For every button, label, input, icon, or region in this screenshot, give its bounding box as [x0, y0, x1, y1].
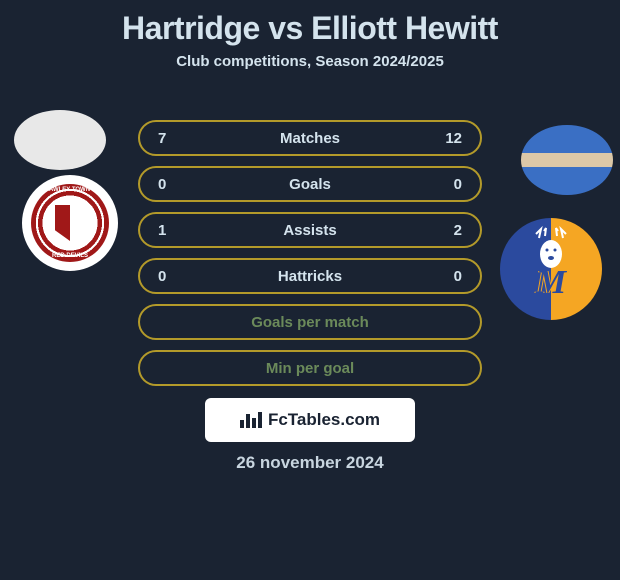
- stat-left-value: 1: [158, 222, 218, 239]
- left-club-badge: CRAWLEY TOWN FC RED DEVILS: [20, 173, 120, 273]
- stat-left-value: 7: [158, 130, 218, 147]
- right-club-letter: M: [536, 264, 566, 302]
- left-club-text-bottom: RED DEVILS: [52, 253, 88, 259]
- stat-right-value: 2: [402, 222, 462, 239]
- comparison-title: Hartridge vs Elliott Hewitt: [0, 0, 620, 47]
- stat-row: Goals per match: [138, 304, 482, 340]
- stat-label: Hattricks: [218, 268, 402, 285]
- stat-left-value: 0: [158, 268, 218, 285]
- footer-brand-badge: FcTables.com: [205, 398, 415, 442]
- stat-label: Assists: [218, 222, 402, 239]
- chart-icon: [240, 412, 262, 428]
- stat-row: 0Hattricks0: [138, 258, 482, 294]
- right-player-photo: [521, 125, 613, 195]
- stat-row: 0Goals0: [138, 166, 482, 202]
- stat-right-value: 0: [402, 176, 462, 193]
- stat-label: Goals per match: [218, 314, 402, 331]
- footer-brand-text: FcTables.com: [268, 410, 380, 430]
- stat-row: Min per goal: [138, 350, 482, 386]
- stat-right-value: 0: [402, 268, 462, 285]
- left-club-text-top: CRAWLEY TOWN FC: [40, 187, 99, 193]
- left-player-photo: [14, 110, 106, 170]
- stat-label: Goals: [218, 176, 402, 193]
- stat-row: 7Matches12: [138, 120, 482, 156]
- stat-row: 1Assists2: [138, 212, 482, 248]
- comparison-subtitle: Club competitions, Season 2024/2025: [0, 53, 620, 70]
- left-club-shield-icon: [55, 205, 85, 241]
- stats-container: 7Matches120Goals01Assists20Hattricks0Goa…: [138, 120, 482, 396]
- footer-date: 26 november 2024: [236, 453, 383, 473]
- stat-right-value: 12: [402, 130, 462, 147]
- stat-label: Matches: [218, 130, 402, 147]
- right-club-badge: M: [500, 218, 602, 320]
- stat-left-value: 0: [158, 176, 218, 193]
- stat-label: Min per goal: [218, 360, 402, 377]
